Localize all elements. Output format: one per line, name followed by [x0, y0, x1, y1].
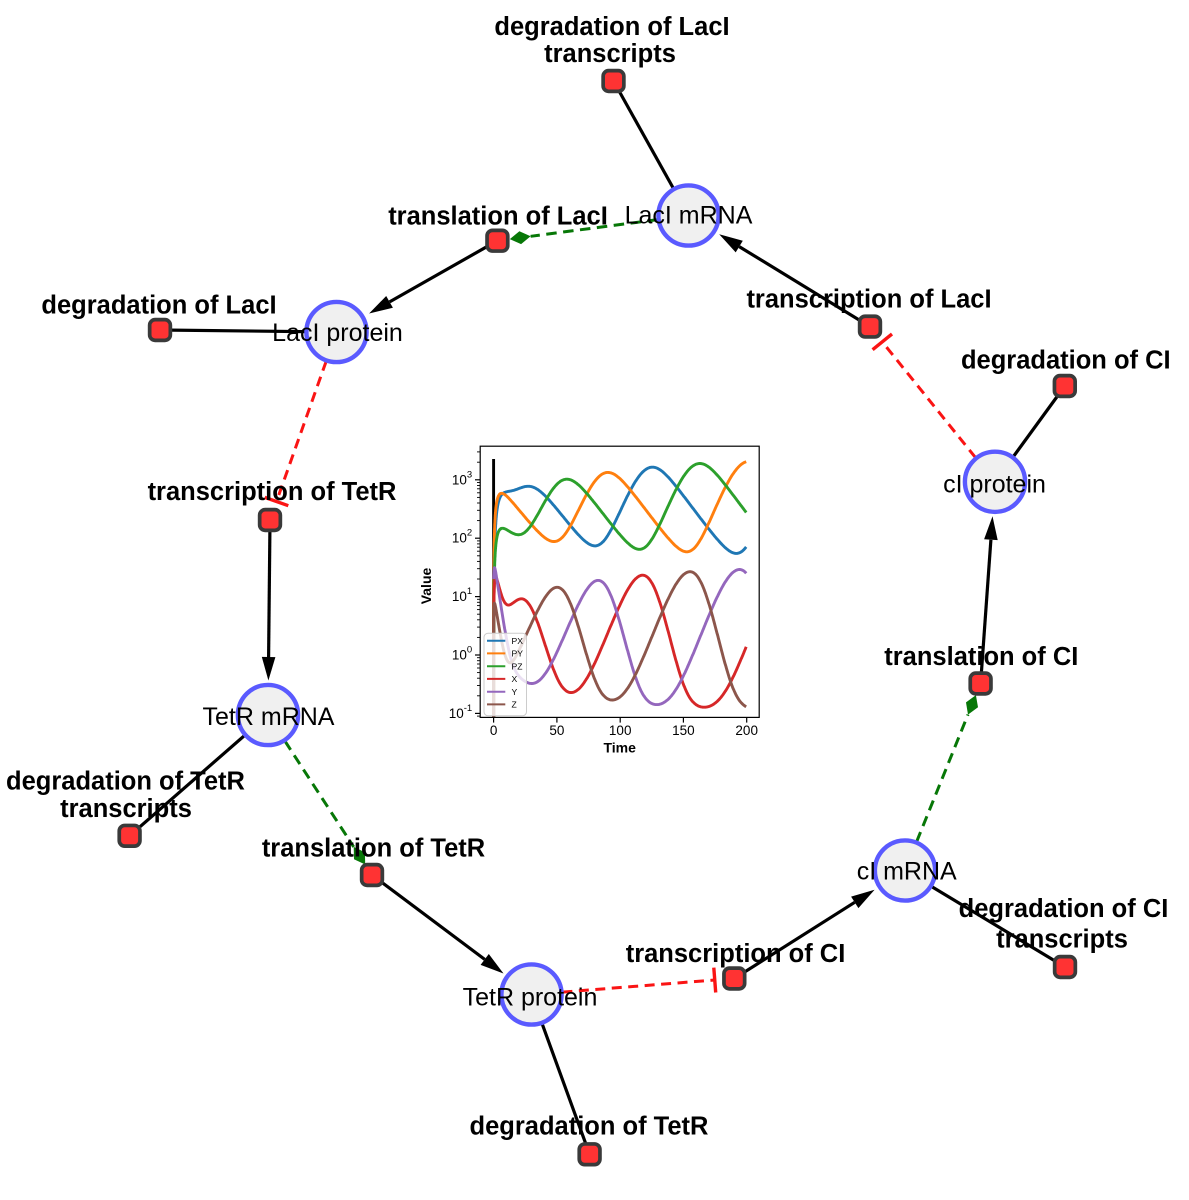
svg-text:Value: Value	[418, 568, 434, 605]
svg-text:TetR protein: TetR protein	[463, 984, 598, 1012]
svg-text:degradation of TetR: degradation of TetR	[6, 768, 245, 796]
svg-text:transcription of CI: transcription of CI	[626, 940, 846, 968]
svg-text:TetR mRNA: TetR mRNA	[203, 703, 335, 731]
svg-text:translation of CI: translation of CI	[884, 643, 1078, 671]
svg-text:50: 50	[549, 723, 564, 738]
svg-text:200: 200	[735, 723, 758, 738]
svg-text:100: 100	[609, 723, 632, 738]
svg-text:100: 100	[452, 645, 472, 663]
svg-text:103: 103	[452, 469, 472, 487]
svg-text:cI mRNA: cI mRNA	[857, 858, 957, 886]
svg-text:transcripts: transcripts	[544, 40, 676, 68]
svg-text:Y: Y	[512, 687, 518, 697]
svg-text:PY: PY	[512, 649, 524, 659]
svg-text:X: X	[512, 674, 518, 684]
svg-text:degradation of CI: degradation of CI	[961, 347, 1171, 375]
svg-text:translation of TetR: translation of TetR	[262, 835, 485, 863]
svg-text:LacI protein: LacI protein	[272, 319, 403, 347]
svg-text:PX: PX	[512, 636, 524, 646]
svg-text:degradation of TetR: degradation of TetR	[470, 1113, 709, 1141]
svg-text:transcription of LacI: transcription of LacI	[746, 286, 991, 314]
svg-text:transcription of TetR: transcription of TetR	[148, 478, 397, 506]
svg-text:degradation of LacI: degradation of LacI	[41, 292, 276, 320]
svg-text:Time: Time	[603, 740, 636, 756]
svg-text:0: 0	[490, 723, 498, 738]
svg-text:10-1: 10-1	[449, 703, 472, 721]
svg-text:degradation of LacI: degradation of LacI	[494, 13, 729, 41]
svg-text:PZ: PZ	[512, 661, 523, 671]
svg-text:cI protein: cI protein	[943, 470, 1046, 498]
svg-text:translation of LacI: translation of LacI	[388, 203, 608, 231]
svg-text:101: 101	[452, 586, 472, 604]
svg-text:transcripts: transcripts	[60, 795, 192, 823]
svg-text:LacI mRNA: LacI mRNA	[625, 202, 753, 230]
svg-text:degradation of CI: degradation of CI	[959, 895, 1169, 923]
svg-text:transcripts: transcripts	[996, 926, 1128, 954]
svg-text:Z: Z	[512, 700, 517, 710]
svg-text:102: 102	[452, 528, 472, 546]
svg-text:150: 150	[672, 723, 695, 738]
